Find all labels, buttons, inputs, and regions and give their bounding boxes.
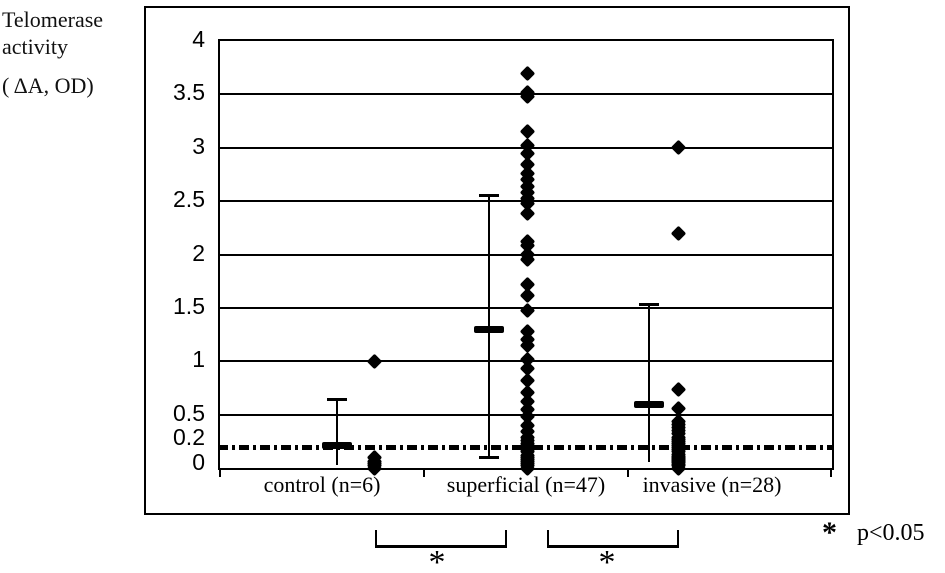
error-bar-top-cap-2 bbox=[479, 193, 499, 197]
data-point bbox=[670, 139, 686, 156]
y-tick-label-2.5: 2.5 bbox=[173, 186, 205, 213]
data-point bbox=[519, 65, 535, 81]
y-axis-title-line3: ( ΔA, OD) bbox=[2, 73, 94, 98]
significance-bracket-2 bbox=[547, 530, 679, 548]
x-category-label-3: invasive (n=28) bbox=[642, 472, 782, 497]
error-bar-2 bbox=[488, 194, 490, 458]
y-axis-title: Telomerase activity ( ΔA, OD) bbox=[2, 6, 103, 99]
significance-bracket-1 bbox=[375, 530, 507, 548]
x-category-label-2: superficial (n=47) bbox=[446, 472, 606, 497]
y-axis-title-line2: activity bbox=[2, 34, 68, 59]
significance-legend: * p<0.05 bbox=[822, 516, 925, 550]
data-point bbox=[366, 353, 382, 370]
y-axis-title-line1: Telomerase bbox=[2, 7, 104, 32]
data-point bbox=[519, 287, 535, 303]
y-tick-label-0.2: 0.2 bbox=[173, 423, 205, 450]
x-axis-tick bbox=[627, 468, 629, 477]
data-point bbox=[519, 302, 535, 318]
y-tick-label-0: 0 bbox=[192, 449, 205, 475]
y-tick-label-4: 4 bbox=[192, 26, 205, 52]
error-bar-top-cap-1 bbox=[327, 397, 347, 401]
x-axis-tick bbox=[423, 468, 425, 477]
asterisk-icon: * bbox=[822, 516, 837, 549]
significance-asterisk-2: * bbox=[598, 544, 616, 573]
mean-marker-1 bbox=[322, 441, 352, 449]
mean-marker-2 bbox=[474, 326, 504, 334]
error-bar-3 bbox=[648, 303, 650, 462]
data-point bbox=[670, 225, 686, 241]
y-tick-label-2: 2 bbox=[192, 239, 205, 266]
plot-area: control (n=6) superficial (n=47) invasive … bbox=[218, 39, 834, 497]
x-axis-tick bbox=[219, 468, 221, 477]
y-tick-label-3.5: 3.5 bbox=[173, 79, 205, 106]
y-tick-label-1.5: 1.5 bbox=[173, 292, 205, 319]
data-point bbox=[670, 381, 686, 397]
error-bar-1 bbox=[336, 398, 338, 465]
y-tick-label-3: 3 bbox=[192, 132, 205, 159]
data-point bbox=[519, 206, 535, 222]
y-tick-label-1: 1 bbox=[192, 346, 205, 373]
mean-marker-3 bbox=[634, 401, 664, 409]
error-bar-top-cap-3 bbox=[639, 302, 659, 306]
x-category-label-1: control (n=6) bbox=[263, 472, 381, 497]
legend-text: p<0.05 bbox=[857, 520, 925, 546]
y-tick-label-0.5: 0.5 bbox=[173, 399, 205, 426]
x-axis-tick bbox=[830, 468, 832, 477]
significance-asterisk-1: * bbox=[428, 544, 446, 573]
error-bar-bottom-cap-2 bbox=[479, 456, 499, 460]
